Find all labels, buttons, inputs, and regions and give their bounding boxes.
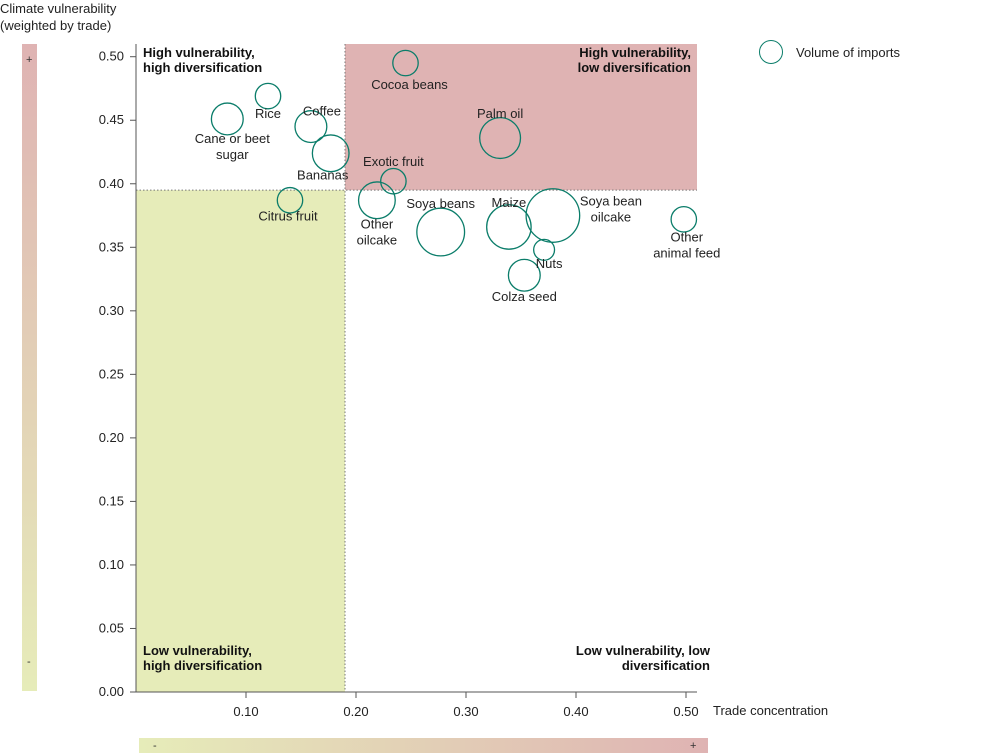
- x-tick-label: 0.10: [233, 704, 258, 719]
- x-tick-label: 0.40: [563, 704, 588, 719]
- bubble-label-7: Citrus fruit: [258, 208, 318, 223]
- horizontal-gradient-low-mark: -: [153, 740, 157, 752]
- bubble-label-5: Bananas: [297, 167, 349, 182]
- vertical-gradient-high-mark: +: [26, 54, 33, 66]
- bubble-3: [294, 110, 328, 144]
- bubble-label-11: Soya bean oilcake: [580, 194, 642, 225]
- bubble-label-14: Colza seed: [492, 289, 557, 304]
- bubble-label-line: Other: [671, 229, 704, 244]
- bubble-label-line: Bananas: [297, 167, 349, 182]
- x-axis-title: Trade concentration: [713, 703, 829, 718]
- bubble-label-line: oilcake: [591, 210, 631, 225]
- bubble-11: [525, 188, 581, 243]
- bubble-12: [670, 205, 698, 233]
- quadrant-label-bottom-left: Low vulnerability, high diversification: [143, 643, 263, 673]
- bubble-label-line: Exotic fruit: [363, 154, 424, 169]
- bubble-label-1: Rice: [255, 106, 281, 121]
- bubble-label-2: Cane or beet sugar: [195, 131, 271, 162]
- legend-label: Volume of imports: [796, 44, 901, 60]
- quadrant-label-top-right: High vulnerability, low diversification: [577, 45, 691, 75]
- y-tick-label: 0.00: [99, 684, 124, 699]
- quadrant-label-top-left: High vulnerability, high diversification: [143, 45, 263, 75]
- vertical-gradient-low-mark: -: [27, 656, 31, 668]
- bubble-6: [380, 167, 407, 195]
- y-tick-label: 0.35: [99, 239, 124, 254]
- bubble-label-line: Nuts: [536, 256, 563, 271]
- bubble-label-9: Soya beans: [406, 196, 475, 211]
- bubble-label-6: Exotic fruit: [363, 154, 424, 169]
- y-axis-title: Climate vulnerability (weighted by trade…: [0, 0, 135, 34]
- quadrant-label-bottom-right: Low vulnerability, low diversification: [575, 643, 710, 673]
- y-tick-label: 0.05: [99, 620, 124, 635]
- vertical-gradient-bar: [22, 44, 37, 691]
- quadrant-low-vulnerability-high-diversification: [136, 190, 345, 692]
- x-tick-label: 0.20: [343, 704, 368, 719]
- y-tick-label: 0.10: [99, 557, 124, 572]
- bubble-5: [311, 134, 350, 173]
- bubble-label-3: Coffee: [303, 104, 341, 119]
- bubble-label-line: Other: [361, 216, 394, 231]
- bubble-label-line: Rice: [255, 106, 281, 121]
- bubble-label-line: Soya beans: [406, 196, 475, 211]
- horizontal-gradient-high-mark: +: [690, 740, 697, 752]
- bubble-label-line: Palm oil: [477, 106, 523, 121]
- y-tick-label: 0.30: [99, 303, 124, 318]
- bubble-0: [392, 49, 419, 77]
- bubble-label-line: Cocoa beans: [371, 77, 448, 92]
- legend-bubble-icon: [759, 40, 783, 64]
- y-tick-label: 0.15: [99, 493, 124, 508]
- x-tick-label: 0.50: [673, 704, 698, 719]
- bubble-8: [357, 181, 396, 220]
- bubble-label-line: Citrus fruit: [258, 208, 318, 223]
- y-axis-title-text: Climate vulnerability (weighted by trade…: [0, 1, 117, 33]
- horizontal-gradient-bar: [139, 738, 708, 753]
- bubble-label-0: Cocoa beans: [371, 77, 448, 92]
- bubble-2: [210, 102, 244, 136]
- bubble-4: [479, 116, 522, 160]
- legend: Volume of imports: [759, 40, 900, 64]
- bubble-label-line: Maize: [492, 195, 527, 210]
- bubble-label-line: oilcake: [357, 232, 397, 247]
- bubble-10: [486, 204, 532, 250]
- bubble-label-10: Maize: [492, 195, 527, 210]
- bubble-label-line: Cane or beet: [195, 131, 271, 146]
- bubble-14: [507, 258, 541, 292]
- bubble-label-line: Colza seed: [492, 289, 557, 304]
- y-tick-label: 0.20: [99, 430, 124, 445]
- bubble-label-12: Other animal feed: [653, 229, 720, 260]
- bubble-label-8: Other oilcake: [357, 216, 397, 247]
- bubble-1: [254, 82, 282, 110]
- bubble-label-line: Coffee: [303, 104, 341, 119]
- y-tick-label: 0.25: [99, 366, 124, 381]
- y-tick-label: 0.45: [99, 112, 124, 127]
- y-tick-label: 0.40: [99, 176, 124, 191]
- bubble-13: [533, 238, 556, 261]
- bubble-9: [416, 207, 466, 257]
- bubble-label-line: sugar: [216, 147, 249, 162]
- x-tick-label: 0.30: [453, 704, 478, 719]
- y-tick-label: 0.50: [99, 49, 124, 64]
- bubble-label-13: Nuts: [536, 256, 563, 271]
- bubble-label-line: animal feed: [653, 245, 720, 260]
- bubble-label-4: Palm oil: [477, 106, 523, 121]
- quadrant-high-vulnerability-low-diversification: [345, 44, 697, 191]
- bubble-7: [276, 186, 304, 214]
- bubble-label-line: Soya bean: [580, 194, 642, 209]
